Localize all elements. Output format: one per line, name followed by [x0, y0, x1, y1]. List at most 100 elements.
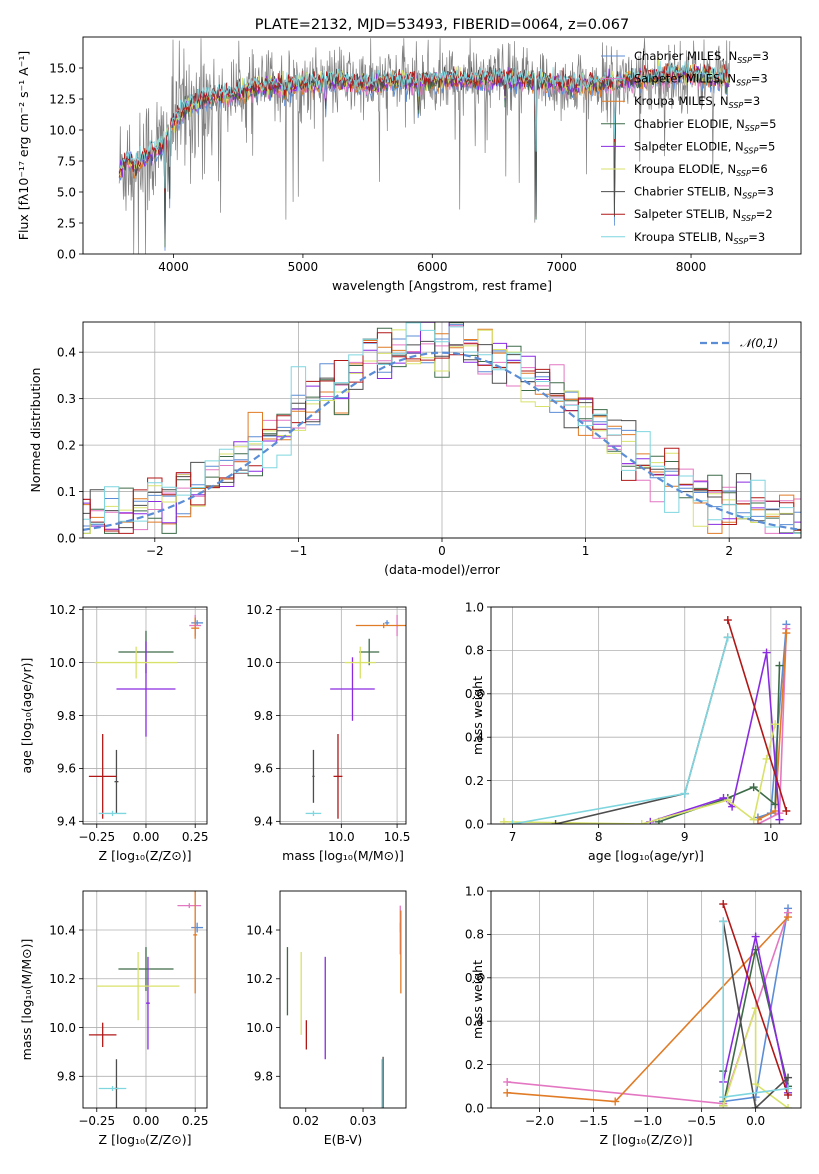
weight_vs_age-xtick-label: 10	[763, 830, 778, 844]
weight_vs_age-xtick-label: 7	[509, 830, 517, 844]
weight-marker	[723, 616, 732, 625]
age_vs_Z-ylabel: age [log₁₀(age/yr)]	[19, 658, 34, 774]
weight-marker	[723, 633, 732, 642]
age_vs_mass-ytick-label: 9.6	[254, 762, 273, 776]
weight_vs_Z-ytick-label: 1.0	[465, 884, 484, 898]
weight_vs_age-ytick-label: 0.4	[465, 731, 484, 745]
weight-marker	[719, 900, 728, 909]
legend-label: Salpeter ELODIE, NSSP=5	[634, 139, 775, 155]
legend-label-sub: SSP	[742, 192, 757, 201]
errorbar-point	[191, 617, 200, 639]
legend-label: Kroupa MILES, NSSP=3	[634, 94, 760, 110]
age_vs_Z-ytick-label: 9.8	[57, 709, 76, 723]
histogram-step-line	[83, 324, 801, 527]
age_vs_mass-ytick-label: 9.4	[254, 815, 273, 829]
weight_vs_Z-xtick-label: −0.5	[687, 1114, 716, 1128]
histogram-step-line	[83, 322, 801, 534]
mass_vs_Z-ytick-label: 9.8	[57, 1070, 76, 1084]
errorbar-point	[355, 622, 406, 629]
weight-line	[722, 1007, 789, 1108]
age_vs_Z-axes: −0.25 0.00 0.25 9.4 9.6 9.8 10.0 10.2 Z [log₁₀(Z…	[19, 603, 209, 863]
errorbar-point	[88, 1022, 117, 1048]
spectrum-xtick-label: 8000	[676, 260, 707, 274]
weight_vs_age-ytick-label: 0.8	[465, 644, 484, 658]
weight-marker	[611, 1097, 620, 1106]
legend-label-main: Kroupa MILES, N	[634, 94, 729, 108]
errorbar-point	[88, 734, 117, 819]
mass_vs_ebv-xtick-label: 0.02	[292, 1114, 319, 1128]
errorbar-point	[118, 947, 174, 991]
errorbar-point	[145, 956, 150, 1050]
weight_vs_age-ylabel: mass weight	[470, 676, 485, 755]
residuals-ytick-label: 0.0	[57, 531, 76, 545]
legend-label-sub: SSP	[736, 169, 751, 178]
weight-marker	[782, 806, 791, 815]
residuals-legend: 𝒩(0,1)	[700, 336, 778, 350]
weight_vs_age-xlabel: age [log₁₀(age/yr)]	[588, 848, 704, 863]
residuals-ytick-label: 0.3	[57, 392, 76, 406]
weight-line	[722, 921, 789, 1108]
weight_vs_Z-xtick-label: 0.0	[746, 1114, 765, 1128]
weight-marker	[762, 648, 771, 657]
mass_vs_Z-plot	[88, 891, 204, 1108]
legend-label-sub: SSP	[729, 101, 744, 110]
spectrum-ytick-label: 5.0	[57, 185, 76, 199]
legend-label: Chabrier MILES, NSSP=3	[634, 49, 769, 65]
legend-label-sub: SSP	[737, 56, 752, 65]
weight_vs_age-ytick-label: 0.6	[465, 687, 484, 701]
mass_vs_ebv-ytick-label: 10.2	[246, 972, 273, 986]
weight-marker	[503, 1077, 512, 1086]
residuals-ylabel: Normed distribution	[28, 368, 43, 493]
spectrum-ytick-label: 15.0	[49, 61, 76, 75]
weight-marker	[508, 820, 517, 824]
weight-marker	[680, 789, 689, 798]
weight-marker	[637, 820, 646, 824]
spectrum-xtick-label: 7000	[546, 260, 577, 274]
age_vs_mass-ytick-label: 10.2	[246, 603, 273, 617]
weight-marker	[503, 1088, 512, 1097]
weight_vs_Z-ytick-label: 0.2	[465, 1058, 484, 1072]
weight_vs_age-ytick-label: 0.2	[465, 774, 484, 788]
mass_vs_Z-frame	[82, 890, 208, 1109]
legend-label-tail: =3	[752, 49, 769, 63]
residuals-xtick-label: 1	[582, 544, 590, 558]
age_vs_Z-ytick-label: 9.6	[57, 762, 76, 776]
weight-line	[722, 903, 789, 1096]
errorbar-point	[177, 903, 202, 909]
weight_vs_Z-grid	[491, 890, 801, 1109]
spectrum-model-line	[118, 63, 730, 193]
age_vs_Z-xtick-label: 0.25	[182, 830, 209, 844]
legend-label-sub: SSP	[736, 79, 751, 88]
mass_vs_ebv-ytick-label: 9.8	[254, 1070, 273, 1084]
errorbar-point	[333, 734, 343, 819]
legend-label-tail: =3	[757, 185, 774, 199]
legend-label-tail: =3	[751, 72, 768, 86]
errorbar-point	[191, 922, 204, 933]
spectrum-xtick-label: 6000	[417, 260, 448, 274]
weight_vs_Z-frame	[490, 890, 802, 1109]
age_vs_mass-frame	[279, 606, 407, 825]
age_vs_Z-frame	[82, 606, 208, 825]
normal-curve	[83, 351, 801, 531]
mass_vs_ebv-plot	[286, 905, 402, 1108]
spectrum-model-line	[119, 60, 730, 189]
mass_vs_Z-xtick-label: −0.25	[78, 1114, 115, 1128]
mass_vs_Z-xtick-label: 0.25	[182, 1114, 209, 1128]
weight-marker	[751, 1080, 760, 1089]
spectrum-data-line	[118, 38, 731, 254]
histogram-step-line	[83, 322, 801, 534]
weight_vs_age-axes: 7 8 9 10 0.0 0.2 0.4 0.6 0.8 1.0 age [log₁₀(age/yr…	[465, 600, 802, 863]
residuals-plot	[83, 322, 801, 534]
legend-label: Chabrier ELODIE, NSSP=5	[634, 117, 776, 133]
errorbar-point	[193, 891, 198, 994]
spectrum-plot	[118, 38, 731, 254]
residuals-xtick-label: 0	[438, 544, 446, 558]
histogram-step-line	[83, 332, 801, 534]
weight-marker	[719, 1093, 728, 1102]
weight-marker	[775, 815, 784, 824]
weight-marker	[784, 1084, 793, 1093]
weight_vs_Z-xtick-label: −1.5	[579, 1114, 608, 1128]
legend-label: Kroupa STELIB, NSSP=3	[634, 230, 765, 246]
age_vs_Z-plot	[88, 614, 204, 819]
mass_vs_Z-ylabel: mass [log₁₀(M/M⊙)]	[19, 939, 34, 1061]
